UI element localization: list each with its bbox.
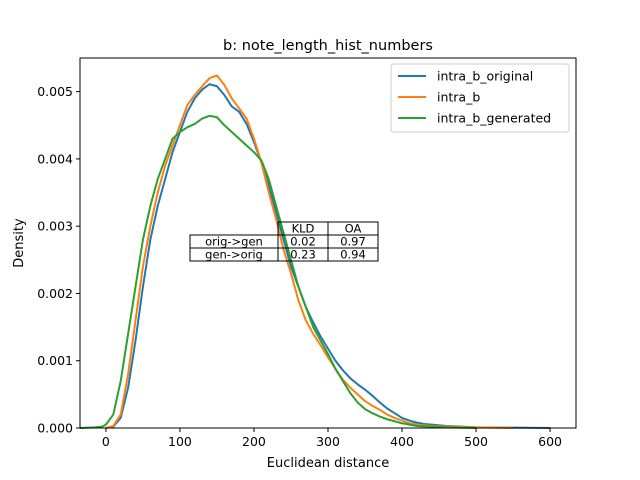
x-axis-ticks: 0 100 200 300 400 500 600	[102, 428, 562, 449]
series-line-0	[105, 83, 551, 429]
table-cell-text: gen->orig	[205, 248, 263, 262]
table-cell-text: 0.97	[340, 235, 366, 249]
table-cell-text: 0.94	[340, 248, 366, 262]
x-tick-label: 100	[168, 434, 192, 449]
x-tick-label: 0	[102, 434, 110, 449]
legend-frame	[390, 63, 570, 133]
stats-table: KLD OA orig->gen 0.02 0.97 gen->orig 0.23 0.94	[189, 221, 379, 262]
chart-title: b: note_length_hist_numbers	[223, 38, 433, 54]
x-axis-label: Euclidean distance	[267, 456, 390, 471]
legend-label: intra_b_original	[437, 69, 533, 84]
x-tick-label: 400	[390, 434, 414, 449]
table-cell-text: KLD	[292, 222, 315, 236]
series-line-2	[79, 114, 477, 429]
y-axis-ticks: 0.000 0.001 0.002 0.003 0.004 0.005	[37, 84, 80, 436]
table-cell-text: 0.02	[290, 235, 316, 249]
x-tick-label: 500	[464, 434, 488, 449]
y-tick-label: 0.003	[37, 219, 73, 234]
table-cell-text: OA	[345, 222, 362, 236]
table-cell-text: 0.23	[290, 248, 316, 262]
table-cell	[327, 247, 379, 262]
legend: intra_b_original intra_b intra_b_generated	[390, 63, 570, 133]
x-tick-label: 200	[242, 434, 266, 449]
y-tick-label: 0.001	[37, 353, 73, 368]
y-tick-label: 0.005	[37, 84, 73, 99]
y-tick-label: 0.004	[37, 151, 73, 166]
y-axis-label: Density	[12, 218, 27, 268]
legend-label: intra_b	[437, 90, 480, 105]
y-tick-label: 0.002	[37, 286, 73, 301]
series-lines	[79, 74, 551, 429]
table-cell-text: orig->gen	[205, 235, 263, 249]
legend-label: intra_b_generated	[437, 111, 551, 126]
series-line-1	[105, 74, 514, 429]
y-tick-label: 0.000	[37, 421, 73, 436]
x-tick-label: 600	[538, 434, 562, 449]
x-tick-label: 300	[316, 434, 340, 449]
